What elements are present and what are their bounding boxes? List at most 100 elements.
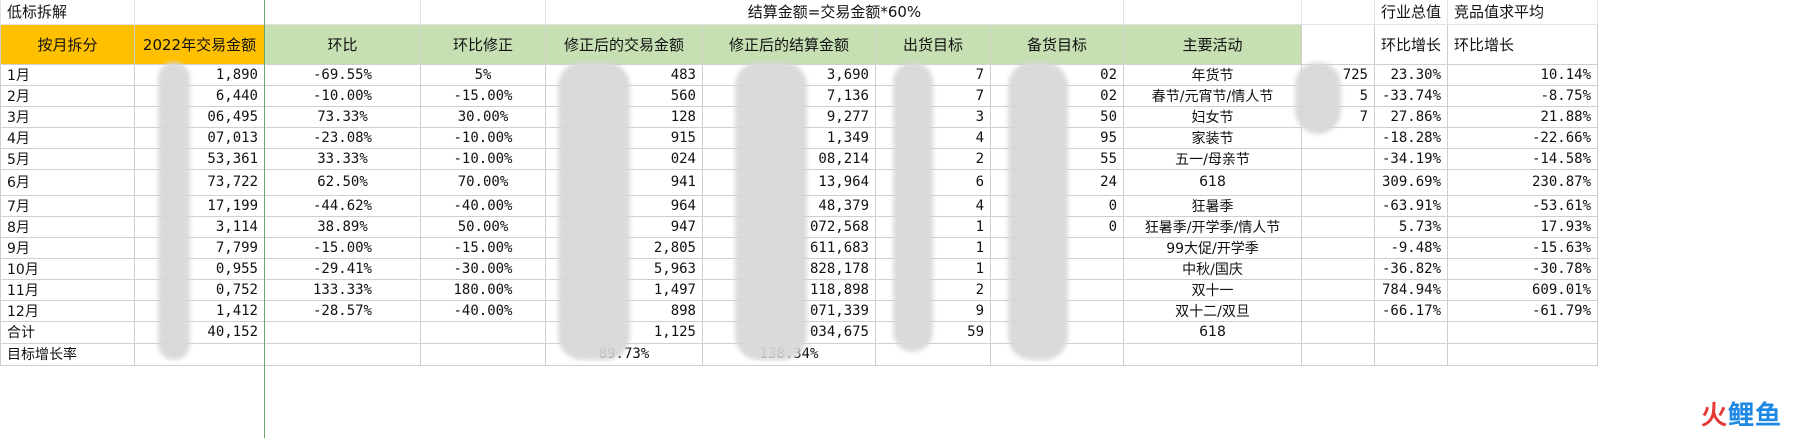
header-mom-fix[interactable]: 环比修正 bbox=[420, 23, 546, 65]
amount-cell[interactable]: 17,199 bbox=[134, 194, 265, 217]
competitor-growth-cell[interactable]: 609.01% bbox=[1447, 278, 1599, 301]
competitor-growth-cell[interactable]: -8.75% bbox=[1447, 84, 1599, 107]
mom-fix-cell[interactable]: -30.00% bbox=[420, 257, 546, 280]
amount-cell[interactable]: 06,495 bbox=[134, 105, 265, 128]
extra-cell[interactable] bbox=[1301, 168, 1375, 196]
extra-cell[interactable] bbox=[1301, 299, 1375, 322]
competitor-growth-cell[interactable]: 230.87% bbox=[1447, 168, 1599, 196]
extra-cell[interactable] bbox=[1301, 194, 1375, 217]
mom-fix-cell[interactable]: -15.00% bbox=[420, 236, 546, 259]
competitor-growth-cell[interactable]: 17.93% bbox=[1447, 215, 1599, 238]
activity-cell[interactable]: 中秋/国庆 bbox=[1123, 257, 1302, 280]
mom-cell[interactable]: 133.33% bbox=[264, 278, 421, 301]
cell[interactable] bbox=[1123, 342, 1302, 366]
mom-cell[interactable]: 33.33% bbox=[264, 147, 421, 170]
header-2022-amount[interactable]: 2022年交易金额 bbox=[134, 23, 265, 65]
header-month[interactable]: 按月拆分 bbox=[0, 23, 135, 65]
cell[interactable] bbox=[264, 320, 421, 344]
month-cell[interactable]: 8月 bbox=[0, 215, 135, 238]
amount-cell[interactable]: 07,013 bbox=[134, 126, 265, 149]
header-adjusted-settle[interactable]: 修正后的结算金额 bbox=[702, 23, 876, 65]
extra-cell[interactable] bbox=[1301, 278, 1375, 301]
amount-cell[interactable]: 0,955 bbox=[134, 257, 265, 280]
mom-fix-cell[interactable]: 180.00% bbox=[420, 278, 546, 301]
header-industry-growth[interactable]: 环比增长 bbox=[1373, 23, 1449, 65]
month-cell[interactable]: 6月 bbox=[0, 168, 135, 196]
header-competitor-growth[interactable]: 环比增长 bbox=[1447, 23, 1599, 65]
cell[interactable] bbox=[1301, 342, 1375, 366]
amount-cell[interactable]: 3,114 bbox=[134, 215, 265, 238]
industry-growth-cell[interactable]: 5.73% bbox=[1373, 215, 1449, 238]
growth-label-cell[interactable]: 目标增长率 bbox=[0, 342, 135, 366]
mom-fix-cell[interactable]: 5% bbox=[420, 63, 546, 86]
mom-fix-cell[interactable]: -40.00% bbox=[420, 299, 546, 322]
competitor-growth-cell[interactable]: -53.61% bbox=[1447, 194, 1599, 217]
mom-cell[interactable]: -69.55% bbox=[264, 63, 421, 86]
competitor-avg-cell[interactable]: 竞品值求平均 bbox=[1447, 0, 1599, 25]
extra-cell[interactable] bbox=[1301, 215, 1375, 238]
competitor-growth-cell[interactable]: 10.14% bbox=[1447, 63, 1599, 86]
total-amount-cell[interactable]: 40,152 bbox=[134, 320, 265, 344]
activity-cell[interactable]: 妇女节 bbox=[1123, 105, 1302, 128]
mom-fix-cell[interactable]: 50.00% bbox=[420, 215, 546, 238]
cell[interactable] bbox=[1373, 320, 1449, 344]
activity-cell[interactable]: 春节/元宵节/情人节 bbox=[1123, 84, 1302, 107]
mom-fix-cell[interactable]: -10.00% bbox=[420, 147, 546, 170]
activity-cell[interactable]: 狂暑季 bbox=[1123, 194, 1302, 217]
month-cell[interactable]: 2月 bbox=[0, 84, 135, 107]
competitor-growth-cell[interactable]: -30.78% bbox=[1447, 257, 1599, 280]
month-cell[interactable]: 12月 bbox=[0, 299, 135, 322]
cell[interactable] bbox=[875, 342, 991, 366]
month-cell[interactable]: 9月 bbox=[0, 236, 135, 259]
total-activity-cell[interactable]: 618 bbox=[1123, 320, 1302, 344]
month-cell[interactable]: 11月 bbox=[0, 278, 135, 301]
month-cell[interactable]: 3月 bbox=[0, 105, 135, 128]
mom-fix-cell[interactable]: -15.00% bbox=[420, 84, 546, 107]
settlement-note-cell[interactable]: 结算金额=交易金额*60% bbox=[545, 0, 1124, 25]
header-blank[interactable] bbox=[1301, 23, 1375, 65]
mom-fix-cell[interactable]: 70.00% bbox=[420, 168, 546, 196]
cell[interactable] bbox=[1447, 342, 1599, 366]
mom-cell[interactable]: -28.57% bbox=[264, 299, 421, 322]
industry-growth-cell[interactable]: 27.86% bbox=[1373, 105, 1449, 128]
mom-cell[interactable]: -44.62% bbox=[264, 194, 421, 217]
extra-cell[interactable] bbox=[1301, 147, 1375, 170]
amount-cell[interactable]: 7,799 bbox=[134, 236, 265, 259]
cell[interactable] bbox=[420, 342, 546, 366]
amount-cell[interactable]: 0,752 bbox=[134, 278, 265, 301]
total-label-cell[interactable]: 合计 bbox=[0, 320, 135, 344]
extra-cell[interactable] bbox=[1301, 236, 1375, 259]
competitor-growth-cell[interactable]: -22.66% bbox=[1447, 126, 1599, 149]
activity-cell[interactable]: 双十二/双旦 bbox=[1123, 299, 1302, 322]
cell[interactable] bbox=[420, 320, 546, 344]
amount-cell[interactable]: 1,890 bbox=[134, 63, 265, 86]
industry-growth-cell[interactable]: -33.74% bbox=[1373, 84, 1449, 107]
activity-cell[interactable]: 家装节 bbox=[1123, 126, 1302, 149]
competitor-growth-cell[interactable]: -61.79% bbox=[1447, 299, 1599, 322]
mom-fix-cell[interactable]: -40.00% bbox=[420, 194, 546, 217]
mom-cell[interactable]: -15.00% bbox=[264, 236, 421, 259]
cell[interactable] bbox=[1373, 342, 1449, 366]
month-cell[interactable]: 4月 bbox=[0, 126, 135, 149]
competitor-growth-cell[interactable]: -15.63% bbox=[1447, 236, 1599, 259]
header-stock-target[interactable]: 备货目标 bbox=[990, 23, 1124, 65]
amount-cell[interactable]: 1,412 bbox=[134, 299, 265, 322]
mom-cell[interactable]: 38.89% bbox=[264, 215, 421, 238]
amount-cell[interactable]: 53,361 bbox=[134, 147, 265, 170]
activity-cell[interactable]: 五一/母亲节 bbox=[1123, 147, 1302, 170]
month-cell[interactable]: 1月 bbox=[0, 63, 135, 86]
cell[interactable] bbox=[264, 342, 421, 366]
header-activity[interactable]: 主要活动 bbox=[1123, 23, 1302, 65]
mom-cell[interactable]: 73.33% bbox=[264, 105, 421, 128]
header-mom[interactable]: 环比 bbox=[264, 23, 421, 65]
cell[interactable] bbox=[1301, 320, 1375, 344]
amount-cell[interactable]: 73,722 bbox=[134, 168, 265, 196]
cell[interactable] bbox=[134, 342, 265, 366]
month-cell[interactable]: 5月 bbox=[0, 147, 135, 170]
month-cell[interactable]: 7月 bbox=[0, 194, 135, 217]
industry-growth-cell[interactable]: 309.69% bbox=[1373, 168, 1449, 196]
mom-cell[interactable]: -29.41% bbox=[264, 257, 421, 280]
mom-cell[interactable]: -23.08% bbox=[264, 126, 421, 149]
header-adjusted-trade[interactable]: 修正后的交易金额 bbox=[545, 23, 703, 65]
industry-growth-cell[interactable]: -34.19% bbox=[1373, 147, 1449, 170]
